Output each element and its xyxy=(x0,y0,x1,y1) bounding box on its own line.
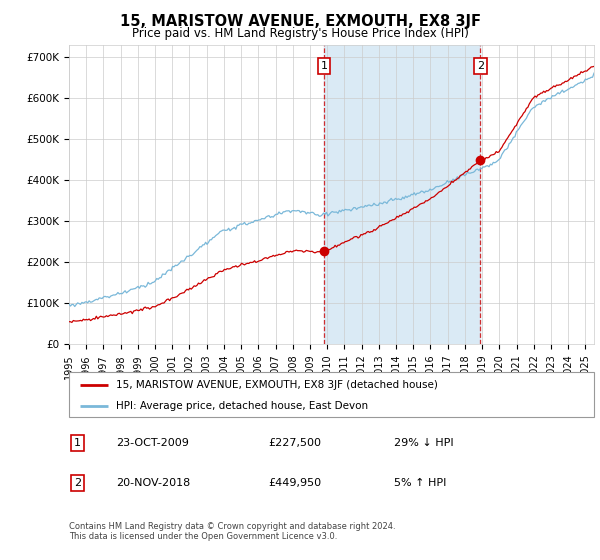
Text: Contains HM Land Registry data © Crown copyright and database right 2024.: Contains HM Land Registry data © Crown c… xyxy=(69,522,395,531)
Text: 20-NOV-2018: 20-NOV-2018 xyxy=(116,478,191,488)
Text: 5% ↑ HPI: 5% ↑ HPI xyxy=(395,478,447,488)
Text: 1: 1 xyxy=(320,61,328,71)
Text: Price paid vs. HM Land Registry's House Price Index (HPI): Price paid vs. HM Land Registry's House … xyxy=(131,27,469,40)
Text: 23-OCT-2009: 23-OCT-2009 xyxy=(116,438,189,448)
Text: 1: 1 xyxy=(74,438,81,448)
Text: 15, MARISTOW AVENUE, EXMOUTH, EX8 3JF: 15, MARISTOW AVENUE, EXMOUTH, EX8 3JF xyxy=(119,14,481,29)
Text: £227,500: £227,500 xyxy=(269,438,322,448)
Bar xyxy=(324,45,480,344)
Text: £449,950: £449,950 xyxy=(269,478,322,488)
Text: HPI: Average price, detached house, East Devon: HPI: Average price, detached house, East… xyxy=(116,400,368,410)
Text: 2: 2 xyxy=(74,478,82,488)
Text: 2: 2 xyxy=(476,61,484,71)
Text: 15, MARISTOW AVENUE, EXMOUTH, EX8 3JF (detached house): 15, MARISTOW AVENUE, EXMOUTH, EX8 3JF (d… xyxy=(116,380,438,390)
Text: This data is licensed under the Open Government Licence v3.0.: This data is licensed under the Open Gov… xyxy=(69,532,337,542)
Text: 29% ↓ HPI: 29% ↓ HPI xyxy=(395,438,454,448)
FancyBboxPatch shape xyxy=(69,372,594,417)
